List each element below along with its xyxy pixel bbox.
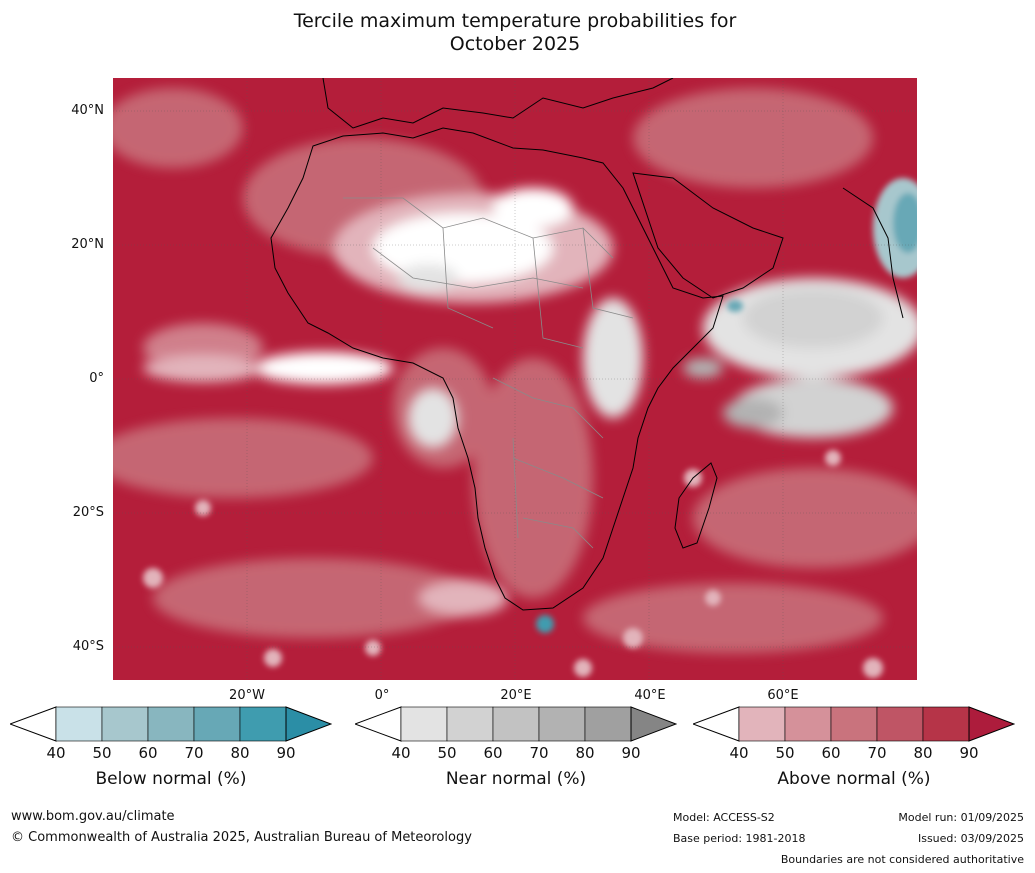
below-normal-region xyxy=(536,178,917,633)
above-tick-80: 80 xyxy=(913,744,933,762)
near-tick-90: 90 xyxy=(621,744,641,762)
footer-disclaimer: Boundaries are not considered authoritat… xyxy=(780,853,1024,866)
atlantic-near-normal-band xyxy=(143,352,508,616)
near-tick-60: 60 xyxy=(483,744,503,762)
near-normal-max-cap xyxy=(630,706,677,742)
above-normal-swatch-5 xyxy=(922,706,970,742)
below-normal-max-cap xyxy=(285,706,332,742)
near-normal-swatch-1 xyxy=(400,706,448,742)
map-title-line1: Tercile maximum temperature probabilitie… xyxy=(293,10,737,32)
near-normal-swatch-2 xyxy=(446,706,494,742)
near-normal-min-cap xyxy=(355,706,402,742)
below-tick-70: 70 xyxy=(184,744,204,762)
probability-map xyxy=(113,78,917,680)
near-tick-80: 80 xyxy=(575,744,595,762)
above-normal-max-cap xyxy=(968,706,1015,742)
near-normal-colorbar xyxy=(355,706,677,742)
footer-model: Model: ACCESS-S2 xyxy=(673,811,775,824)
above-normal-swatch-4 xyxy=(876,706,924,742)
below-normal-swatch-5 xyxy=(239,706,287,742)
lon-label-40e: 40°E xyxy=(634,688,666,703)
above-normal-colorbar xyxy=(693,706,1015,742)
above-normal-min-cap xyxy=(693,706,740,742)
above-normal-swatch-3 xyxy=(830,706,878,742)
map-title: Tercile maximum temperature probabilitie… xyxy=(113,10,917,56)
lat-label-40s: 40°S xyxy=(72,639,104,654)
near-normal-swatch-4 xyxy=(538,706,586,742)
map-title-line2: October 2025 xyxy=(449,33,581,55)
lat-label-20s: 20°S xyxy=(72,505,104,520)
lon-label-20e: 20°E xyxy=(500,688,532,703)
near-tick-50: 50 xyxy=(437,744,457,762)
below-tick-40: 40 xyxy=(46,744,66,762)
africa-coastline xyxy=(270,127,724,611)
below-tick-50: 50 xyxy=(92,744,112,762)
indian-ocean-near-normal-region xyxy=(583,278,917,438)
near-normal-swatch-5 xyxy=(584,706,632,742)
lat-label-20n: 20°N xyxy=(71,237,104,252)
near-normal-swatch-3 xyxy=(492,706,540,742)
above-tick-70: 70 xyxy=(867,744,887,762)
above-tick-40: 40 xyxy=(729,744,749,762)
europe-coastline xyxy=(322,78,674,129)
footer-base-period: Base period: 1981-2018 xyxy=(673,832,806,845)
sahara-light-region xyxy=(333,188,613,303)
lon-label-0: 0° xyxy=(374,688,390,703)
lat-label-40n: 40°N xyxy=(71,103,104,118)
footer-url[interactable]: www.bom.gov.au/climate xyxy=(11,809,175,824)
above-normal-title: Above normal (%) xyxy=(777,769,931,789)
below-normal-swatch-2 xyxy=(101,706,149,742)
footer-issued: Issued: 03/09/2025 xyxy=(917,832,1024,845)
above-normal-swatch-1 xyxy=(738,706,786,742)
footer-copyright: © Commonwealth of Australia 2025, Austra… xyxy=(11,830,472,845)
lon-label-60e: 60°E xyxy=(767,688,799,703)
above-tick-60: 60 xyxy=(821,744,841,762)
near-tick-40: 40 xyxy=(391,744,411,762)
below-normal-min-cap xyxy=(10,706,57,742)
below-tick-90: 90 xyxy=(276,744,296,762)
above-tick-90: 90 xyxy=(959,744,979,762)
below-normal-title: Below normal (%) xyxy=(95,769,247,789)
india-coastline xyxy=(842,187,904,319)
above-tick-50: 50 xyxy=(775,744,795,762)
graticule xyxy=(113,78,917,680)
below-normal-swatch-1 xyxy=(55,706,103,742)
below-normal-colorbar xyxy=(10,706,332,742)
madagascar-coastline xyxy=(674,462,718,549)
below-normal-swatch-4 xyxy=(193,706,241,742)
above-normal-swatch-2 xyxy=(784,706,832,742)
footer-model-run: Model run: 01/09/2025 xyxy=(898,811,1024,824)
near-tick-70: 70 xyxy=(529,744,549,762)
below-normal-swatch-3 xyxy=(147,706,195,742)
arabia-coastline xyxy=(632,172,784,299)
below-tick-60: 60 xyxy=(138,744,158,762)
below-tick-80: 80 xyxy=(230,744,250,762)
country-boundaries xyxy=(343,197,634,549)
lon-label-20w: 20°W xyxy=(229,688,265,703)
lat-label-equator: 0° xyxy=(89,371,104,386)
near-normal-title: Near normal (%) xyxy=(445,769,587,789)
